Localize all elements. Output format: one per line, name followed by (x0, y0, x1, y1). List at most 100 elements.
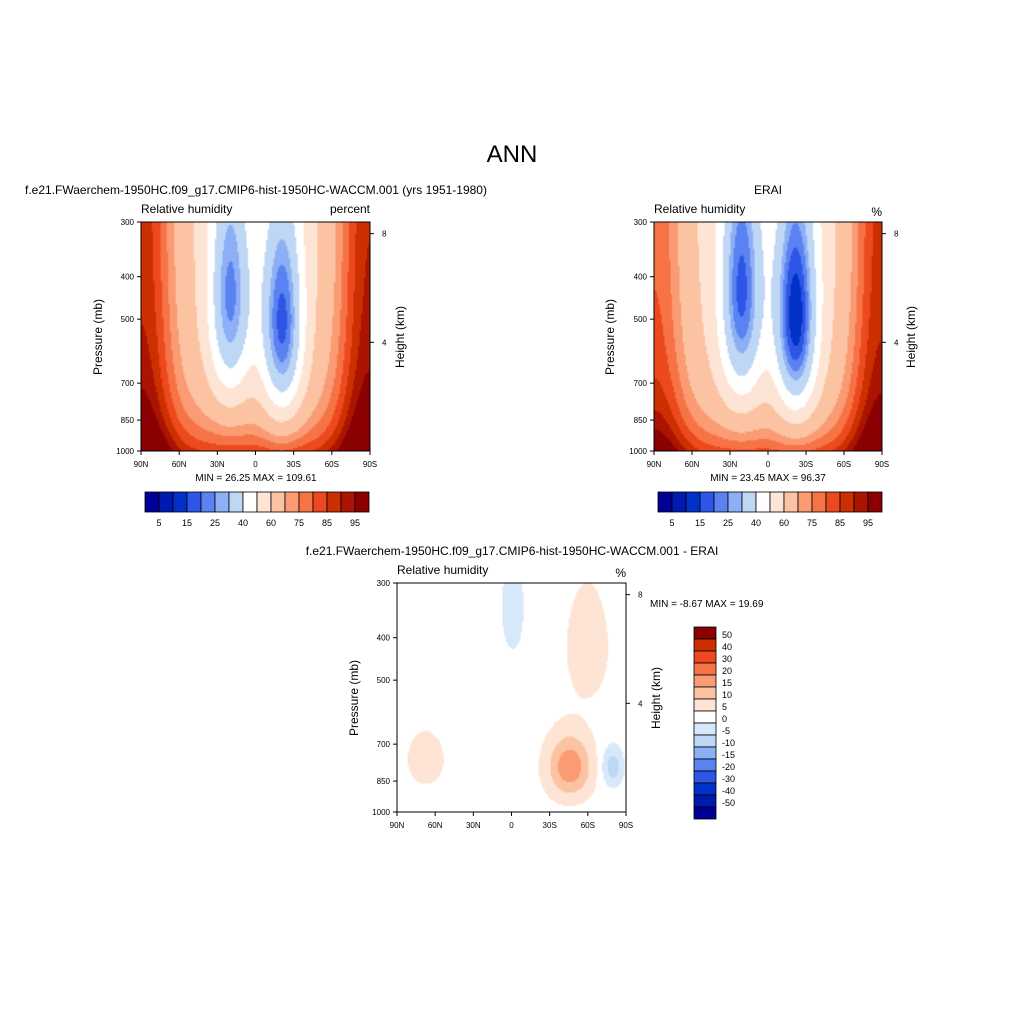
y-tick-label: 1000 (372, 808, 390, 817)
colorbar-swatch (298, 491, 314, 513)
x-tick-label: 60S (837, 460, 851, 469)
colorbar-label: 25 (723, 518, 733, 528)
panel-difference-axes: 90N 60N 30N 0 30S 60S 90S 300 400 500 700 850 1000 8 4 (372, 579, 643, 830)
colorbar-label: 75 (294, 518, 304, 528)
y-tick-label: 300 (121, 218, 135, 227)
panel-difference-height-axis-label: Height (km) (649, 667, 663, 729)
y-tick-label: 400 (634, 273, 648, 282)
colorbar-swatch (284, 491, 300, 513)
y-tick-label: 500 (634, 315, 648, 324)
colorbar-label: 10 (722, 690, 732, 700)
panel-difference-title: f.e21.FWaerchem-1950HC.f09_g17.CMIP6-his… (306, 544, 719, 558)
colorbar-label: 95 (863, 518, 873, 528)
panel-obs-colorbar: 5 15 25 40 60 75 85 95 (657, 491, 883, 528)
colorbar-swatch (228, 491, 244, 513)
y-tick-label: 400 (377, 634, 391, 643)
x-tick-label: 60S (581, 821, 595, 830)
colorbar-label: 40 (751, 518, 761, 528)
colorbar-label: -5 (722, 726, 730, 736)
panel-difference: f.e21.FWaerchem-1950HC.f09_g17.CMIP6-his… (306, 544, 764, 830)
panel-obs-right-label: % (871, 205, 882, 219)
colorbar-label: 15 (182, 518, 192, 528)
colorbar-swatch (256, 491, 272, 513)
x-tick-label: 0 (766, 460, 771, 469)
colorbar-swatch (326, 491, 342, 513)
panel-obs-title: ERAI (754, 183, 782, 197)
panel-model-title: f.e21.FWaerchem-1950HC.f09_g17.CMIP6-his… (25, 183, 487, 197)
colorbar-swatch (270, 491, 286, 513)
height-tick-label: 4 (638, 699, 643, 708)
colorbar-label: 85 (835, 518, 845, 528)
panel-obs-height-axis-label: Height (km) (904, 306, 918, 368)
colorbar-swatch (242, 491, 258, 513)
colorbar-swatch (867, 491, 883, 513)
colorbar-label: -50 (722, 798, 735, 808)
y-tick-label: 850 (121, 416, 135, 425)
y-tick-label: 1000 (116, 447, 134, 456)
x-tick-label: 30N (210, 460, 225, 469)
colorbar-label: 25 (210, 518, 220, 528)
panel-difference-stats: MIN = -8.67 MAX = 19.69 (650, 599, 764, 610)
colorbar-label: 85 (322, 518, 332, 528)
colorbar-label: -30 (722, 774, 735, 784)
figure-title: ANN (487, 141, 538, 168)
colorbar-swatch (693, 782, 717, 796)
y-tick-label: 500 (377, 676, 391, 685)
panel-model-stats: MIN = 26.25 MAX = 109.61 (195, 473, 317, 484)
panel-obs-field (654, 222, 882, 451)
colorbar-swatch (825, 491, 841, 513)
colorbar-swatch (853, 491, 869, 513)
y-tick-label: 700 (121, 379, 135, 388)
panel-model-field (141, 222, 370, 451)
y-tick-label: 850 (377, 777, 391, 786)
height-tick-label: 8 (638, 591, 643, 600)
colorbar-swatch (671, 491, 687, 513)
colorbar-label: 20 (722, 666, 732, 676)
panel-model-axes: 90N 60N 30N 0 30S 60S 90S 300 400 500 700 850 1000 8 4 (116, 218, 387, 469)
height-tick-label: 4 (382, 338, 387, 347)
colorbar-label: 15 (722, 678, 732, 688)
colorbar-swatch (693, 794, 717, 808)
height-tick-label: 4 (894, 338, 899, 347)
x-tick-label: 90N (390, 821, 405, 830)
colorbar-swatch (839, 491, 855, 513)
x-tick-label: 60N (428, 821, 443, 830)
panel-obs-axes: 90N 60N 30N 0 30S 60S 90S 300 400 500 700 850 1000 8 4 (629, 218, 899, 469)
colorbar-swatch (693, 758, 717, 772)
colorbar-swatch (693, 638, 717, 652)
panel-obs: ERAI Relative humidity % Pressure (mb) H… (603, 183, 918, 528)
colorbar-swatch (727, 491, 743, 513)
x-tick-label: 30S (799, 460, 813, 469)
colorbar-swatch (693, 686, 717, 700)
colorbar-label: 40 (238, 518, 248, 528)
colorbar-swatch (693, 734, 717, 748)
height-tick-label: 8 (382, 230, 387, 239)
colorbar-swatch (354, 491, 370, 513)
y-tick-label: 400 (121, 273, 135, 282)
y-tick-label: 300 (377, 579, 391, 588)
x-tick-label: 0 (509, 821, 514, 830)
colorbar-label: -15 (722, 750, 735, 760)
panel-difference-left-label: Relative humidity (397, 563, 488, 577)
panel-obs-left-label: Relative humidity (654, 202, 745, 216)
colorbar-swatch (144, 491, 160, 513)
colorbar-label: 95 (350, 518, 360, 528)
colorbar-swatch (312, 491, 328, 513)
y-tick-label: 700 (377, 740, 391, 749)
colorbar-label: -40 (722, 786, 735, 796)
y-tick-label: 500 (121, 315, 135, 324)
colorbar-swatch (685, 491, 701, 513)
colorbar-swatch (693, 662, 717, 676)
panel-model-colorbar: 5 15 25 40 60 75 85 95 (144, 491, 370, 528)
colorbar-label: 30 (722, 654, 732, 664)
colorbar-label: 40 (722, 642, 732, 652)
colorbar-swatch (693, 746, 717, 760)
y-tick-label: 850 (634, 416, 648, 425)
x-tick-label: 30N (723, 460, 738, 469)
colorbar-label: 50 (722, 630, 732, 640)
x-tick-label: 90S (875, 460, 889, 469)
colorbar-label: -20 (722, 762, 735, 772)
y-tick-label: 300 (634, 218, 648, 227)
